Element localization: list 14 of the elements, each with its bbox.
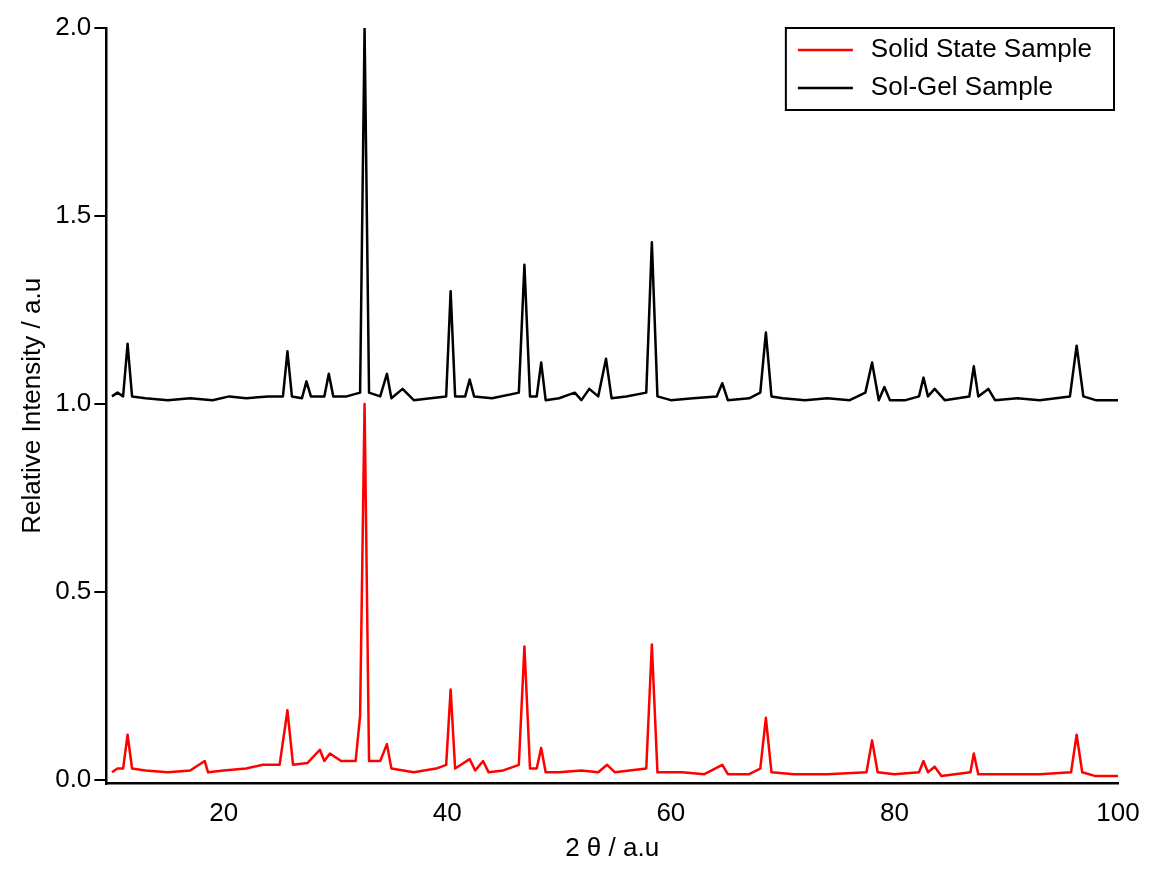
legend-label: Sol-Gel Sample: [870, 71, 1053, 102]
y-tick-label: 1.5: [55, 199, 92, 230]
x-tick-label: 40: [432, 797, 462, 828]
y-axis-title: Relative Intensity / a.u: [15, 277, 46, 534]
y-tick-label: 0.0: [55, 763, 92, 794]
y-tick-label: 0.5: [55, 575, 92, 606]
x-axis-title: 2 θ / a.u: [565, 831, 660, 862]
x-tick-label: 20: [209, 797, 239, 828]
y-tick-label: 2.0: [55, 11, 92, 42]
y-tick-label: 1.0: [55, 387, 92, 418]
x-tick-label: 80: [879, 797, 909, 828]
x-tick-label: 100: [1096, 797, 1140, 828]
x-tick-label: 60: [656, 797, 686, 828]
legend-label: Solid State Sample: [870, 33, 1093, 64]
